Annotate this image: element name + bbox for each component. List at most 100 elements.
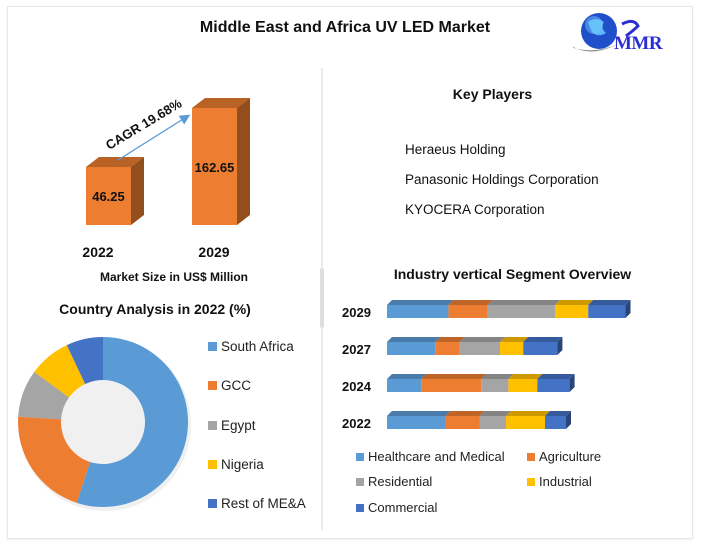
segment-residential <box>481 379 509 392</box>
legend-swatch <box>208 459 217 469</box>
segment-top-industrial <box>508 374 543 379</box>
key-player-item: Heraeus Holding <box>405 142 506 157</box>
legend-label: South Africa <box>221 339 294 354</box>
segment-top-commercial <box>588 300 631 305</box>
segment-industrial <box>508 379 538 392</box>
donut-slice-gcc <box>18 416 91 503</box>
bar-top-face <box>86 157 144 167</box>
bar-end-face <box>625 300 631 318</box>
category-label: 2022 <box>342 416 371 431</box>
segment-industrial <box>506 416 545 429</box>
donut-slice-rest-of-me-a <box>66 337 103 384</box>
segment-top-commercial <box>537 374 575 379</box>
legend-label: Commercial <box>368 500 438 515</box>
legend-label: Residential <box>368 474 433 489</box>
bar-data-label: 46.25 <box>92 189 125 204</box>
segment-agriculture <box>435 342 460 355</box>
segment-healthcare-and-medical <box>387 342 436 355</box>
segment-top-healthcare-and-medical <box>387 374 427 379</box>
stacked-bar-2027 <box>387 337 563 355</box>
segment-top-agriculture <box>435 337 465 342</box>
legend-swatch <box>356 452 364 461</box>
divider-handle <box>320 268 324 328</box>
segment-legend-item: Industrial <box>527 474 592 489</box>
stacked-bar-2029 <box>387 300 631 318</box>
key-player-item: KYOCERA Corporation <box>405 202 545 217</box>
bar-side-face <box>131 157 144 225</box>
donut-slice-nigeria <box>34 345 86 398</box>
segment-top-industrial <box>555 300 594 305</box>
segment-agriculture <box>445 416 480 429</box>
bar-category-label: 2022 <box>82 244 113 260</box>
segment-healthcare-and-medical <box>387 305 449 318</box>
legend-label: Healthcare and Medical <box>368 449 505 464</box>
donut-legend-item: Rest of ME&A <box>208 496 306 511</box>
category-label: 2024 <box>342 379 372 394</box>
segment-industrial <box>500 342 524 355</box>
bar-end-face <box>566 411 572 429</box>
country-analysis-title: Country Analysis in 2022 (%) <box>59 301 251 317</box>
segment-top-residential <box>459 337 506 342</box>
bar-category-label: 2029 <box>198 244 229 260</box>
cagr-arrow <box>117 114 191 161</box>
segment-top-industrial <box>506 411 550 416</box>
legend-label: Nigeria <box>221 456 264 472</box>
legend-label: GCC <box>221 378 251 394</box>
page-title: Middle East and Africa UV LED Market <box>199 19 491 36</box>
market-bar-2022 <box>86 157 144 225</box>
segment-top-healthcare-and-medical <box>387 337 441 342</box>
segment-residential <box>487 305 556 318</box>
bar-end-face <box>557 337 563 355</box>
segment-commercial <box>523 342 558 355</box>
stacked-bar-2024 <box>387 374 575 392</box>
legend-label: Agriculture <box>539 449 602 464</box>
segment-top-residential <box>487 300 561 305</box>
segment-legend-item: Agriculture <box>527 449 601 464</box>
legend-label: Industrial <box>539 474 592 489</box>
category-label: 2027 <box>342 342 371 357</box>
segment-healthcare-and-medical <box>387 416 446 429</box>
segment-top-commercial <box>544 411 572 416</box>
segment-commercial <box>544 416 567 429</box>
segment-commercial <box>588 305 626 318</box>
segment-agriculture <box>421 379 482 392</box>
legend-swatch <box>208 499 217 509</box>
segment-industrial <box>555 305 589 318</box>
globe-icon <box>572 13 640 52</box>
market-bar-2029 <box>192 98 250 225</box>
donut-legend-item: South Africa <box>208 339 294 354</box>
legend-swatch <box>356 503 364 512</box>
industry-vertical-title: Industry vertical Segment Overview <box>393 266 632 282</box>
segment-top-residential <box>481 374 514 379</box>
segment-top-industrial <box>500 337 529 342</box>
segment-legend-item: Healthcare and Medical <box>356 449 505 464</box>
segment-top-commercial <box>523 337 563 342</box>
segment-top-agriculture <box>445 411 485 416</box>
legend-label: Rest of ME&A <box>221 496 306 512</box>
bar-front-face <box>192 108 237 225</box>
category-label: 2029 <box>342 305 371 320</box>
segment-top-agriculture <box>421 374 487 379</box>
legend-swatch <box>208 342 217 351</box>
logo-text: MMR <box>614 33 663 54</box>
key-players-title: Key Players <box>452 86 533 102</box>
legend-swatch <box>527 452 535 461</box>
legend-swatch <box>527 477 535 486</box>
segment-top-healthcare-and-medical <box>387 411 451 416</box>
legend-swatch <box>356 477 364 486</box>
donut-slice-south-africa <box>76 337 189 508</box>
segment-top-healthcare-and-medical <box>387 300 454 305</box>
segment-top-agriculture <box>448 300 493 305</box>
segment-residential <box>479 416 507 429</box>
bar-top-face <box>192 98 250 108</box>
stacked-bar-2022 <box>387 411 572 429</box>
donut-legend-item: GCC <box>208 378 251 393</box>
segment-top-residential <box>479 411 512 416</box>
bar-data-label: 162.65 <box>195 160 235 175</box>
segment-residential <box>459 342 501 355</box>
donut-slice-egypt <box>18 372 70 420</box>
segment-legend-item: Commercial <box>356 500 437 515</box>
key-player-item: Panasonic Holdings Corporation <box>405 172 599 187</box>
